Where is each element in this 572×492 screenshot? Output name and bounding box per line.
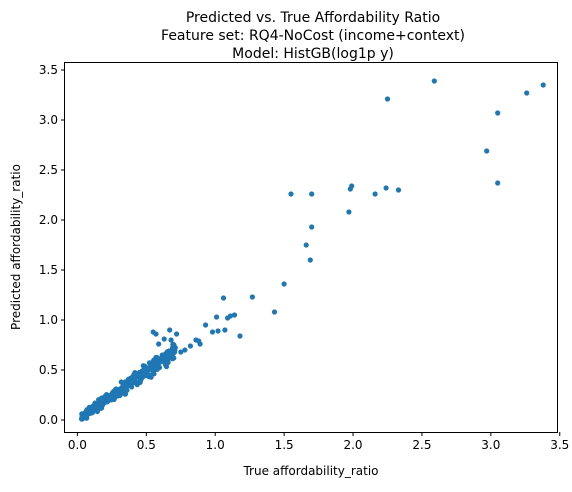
x-tick-label: 3.0 — [481, 438, 500, 452]
y-tick-label: 2.0 — [39, 213, 58, 227]
data-points — [79, 78, 546, 422]
scatter-point — [203, 322, 209, 328]
scatter-point — [187, 343, 193, 349]
scatter-point — [540, 82, 546, 88]
scatter-point — [395, 187, 402, 193]
scatter-point — [148, 363, 154, 369]
scatter-point — [148, 374, 154, 380]
scatter-point — [215, 328, 221, 334]
scatter-point — [95, 400, 101, 406]
scatter-point — [237, 333, 243, 339]
x-axis-label: True affordability_ratio — [242, 464, 378, 478]
scatter-point — [249, 294, 255, 300]
scatter-point — [220, 295, 227, 301]
scatter-point — [137, 372, 143, 378]
x-tick-label: 2.5 — [412, 438, 431, 452]
chart-title-line-3: Model: HistGB(log1p y) — [232, 46, 394, 62]
y-axis-label: Predicted affordability_ratio — [9, 164, 23, 330]
scatter-point — [347, 186, 353, 192]
scatter-point — [103, 392, 110, 398]
scatter-point — [288, 191, 294, 197]
scatter-point — [99, 402, 106, 408]
scatter-point — [384, 96, 391, 102]
scatter-point — [112, 391, 118, 398]
scatter-point — [122, 391, 129, 397]
scatter-point — [372, 191, 378, 197]
scatter-point — [271, 309, 278, 315]
x-tick-label: 1.5 — [275, 438, 294, 452]
scatter-point — [90, 404, 96, 410]
scatter-point — [431, 78, 437, 84]
scatter-point — [106, 396, 112, 402]
scatter-point — [162, 361, 168, 367]
scatter-point — [144, 368, 150, 374]
scatter-point — [154, 354, 160, 361]
scatter-point — [309, 191, 315, 197]
axis-ticks: 0.0 0.5 1.0 1.5 2.0 2.5 3.0 3.5 0.0 0.5 1.0 1.5 2.0 2… — [39, 63, 569, 452]
scatter-point — [281, 281, 287, 287]
chart-title-line-1: Predicted vs. True Affordability Ratio — [186, 10, 440, 26]
x-tick-label: 0.0 — [68, 438, 87, 452]
scatter-point — [168, 337, 174, 343]
scatter-point — [495, 110, 501, 116]
scatter-point — [383, 185, 389, 191]
scatter-point — [122, 383, 128, 389]
scatter-point — [117, 392, 123, 399]
scatter-point — [83, 413, 89, 419]
chart-title-line-2: Feature set: RQ4-NoCost (income+context) — [161, 28, 465, 44]
scatter-point — [161, 336, 167, 342]
plot-frame — [64, 62, 558, 433]
y-tick-label: 1.5 — [39, 263, 58, 277]
y-tick-label: 3.0 — [39, 113, 58, 127]
scatter-point — [174, 331, 180, 337]
scatter-point — [162, 353, 168, 359]
scatter-point — [309, 224, 315, 230]
scatter-point — [225, 315, 231, 321]
scatter-point — [169, 356, 175, 362]
scatter-point — [484, 148, 490, 154]
scatter-point — [113, 386, 119, 392]
scatter-point — [167, 349, 173, 355]
scatter-point — [178, 349, 184, 355]
scatter-point — [96, 405, 102, 411]
scatter-point — [131, 378, 137, 384]
scatter-point — [143, 373, 149, 379]
y-tick-label: 0.0 — [39, 413, 58, 427]
scatter-point — [141, 363, 148, 369]
scatter-point — [171, 346, 177, 352]
scatter-point — [100, 396, 106, 402]
scatter-point — [524, 90, 530, 96]
y-tick-label: 1.0 — [39, 313, 58, 327]
scatter-point — [153, 366, 159, 372]
y-tick-label: 3.5 — [39, 63, 58, 77]
scatter-point — [196, 338, 202, 344]
scatter-point — [495, 180, 501, 186]
scatter-point — [214, 314, 220, 320]
scatter-point — [167, 327, 173, 333]
scatter-point — [150, 329, 156, 335]
x-tick-label: 0.5 — [137, 438, 156, 452]
scatter-point — [222, 327, 228, 333]
scatter-point — [307, 257, 313, 263]
x-tick-label: 2.0 — [343, 438, 362, 452]
x-tick-label: 3.5 — [550, 438, 569, 452]
scatter-point — [346, 209, 352, 215]
y-tick-label: 2.5 — [39, 163, 58, 177]
y-tick-label: 0.5 — [39, 363, 58, 377]
scatter-point — [156, 359, 163, 366]
scatter-point — [209, 329, 216, 335]
scatter-point — [170, 342, 176, 348]
scatter-point — [303, 242, 309, 248]
scatter-point — [84, 409, 91, 415]
scatter-point — [231, 312, 238, 318]
scatter-point — [156, 341, 162, 347]
scatter-point — [182, 347, 188, 353]
x-tick-label: 1.0 — [206, 438, 225, 452]
scatter-point — [118, 379, 124, 385]
